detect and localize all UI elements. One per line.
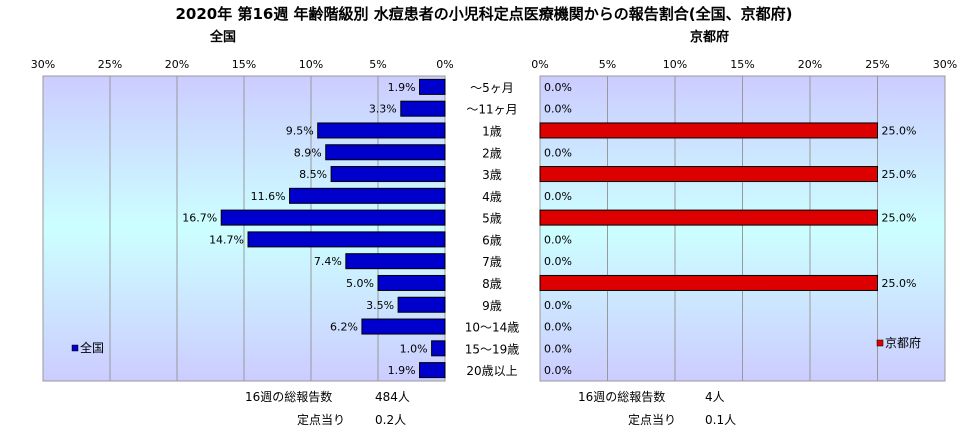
national-value-label: 1.9% <box>388 364 416 377</box>
kyoto-tick-label: 25% <box>865 58 889 71</box>
kyoto-tick-label: 30% <box>933 58 957 71</box>
national-bar <box>377 274 446 291</box>
category-label: 1歳 <box>482 124 502 138</box>
national-total-label: 16週の総報告数 <box>245 390 333 404</box>
kyoto-panel-title: 京都府 <box>690 30 730 45</box>
kyoto-bar <box>539 122 878 139</box>
national-value-label: 3.3% <box>369 103 397 116</box>
national-tick-label: 25% <box>98 58 122 71</box>
national-tick-label: 10% <box>299 58 323 71</box>
national-bar <box>325 144 446 161</box>
national-value-label: 8.5% <box>299 168 327 181</box>
category-label: 15～19歳 <box>465 342 520 356</box>
national-value-label: 1.0% <box>400 342 428 355</box>
national-bar <box>361 318 446 335</box>
national-per-value: 0.2人 <box>375 413 407 427</box>
kyoto-value-label: 25.0% <box>882 277 917 290</box>
national-value-label: 14.7% <box>209 233 244 246</box>
category-label: 3歳 <box>482 168 502 182</box>
national-bar <box>220 209 446 226</box>
kyoto-value-label: 25.0% <box>882 212 917 225</box>
national-bar <box>289 187 446 204</box>
kyoto-tick-label: 5% <box>599 58 616 71</box>
national-value-label: 16.7% <box>182 212 217 225</box>
national-value-label: 9.5% <box>286 124 314 137</box>
national-tick-label: 20% <box>165 58 189 71</box>
kyoto-value-label: 0.0% <box>544 103 572 116</box>
category-label: 8歳 <box>482 277 502 291</box>
kyoto-legend-swatch <box>876 339 884 347</box>
category-label: 20歳以上 <box>466 364 517 378</box>
category-label: 5歳 <box>482 212 502 226</box>
kyoto-value-label: 0.0% <box>544 364 572 377</box>
kyoto-value-label: 25.0% <box>882 124 917 137</box>
kyoto-bar <box>539 166 878 183</box>
national-per-label: 定点当り <box>297 413 346 427</box>
national-tick-label: 15% <box>232 58 256 71</box>
national-value-label: 5.0% <box>346 277 374 290</box>
national-legend-swatch <box>71 344 79 352</box>
kyoto-tick-label: 0% <box>531 58 548 71</box>
national-bar <box>345 253 446 270</box>
category-label: ～11ヶ月 <box>466 103 517 117</box>
national-value-label: 11.6% <box>251 190 286 203</box>
category-label: 7歳 <box>482 255 502 269</box>
category-label: 4歳 <box>482 190 502 204</box>
category-label: 6歳 <box>482 233 502 247</box>
national-bar <box>397 296 446 313</box>
national-bar <box>419 362 446 379</box>
kyoto-tick-label: 10% <box>663 58 687 71</box>
national-tick-label: 30% <box>31 58 55 71</box>
category-label: ～5ヶ月 <box>470 81 514 95</box>
national-legend-label: 全国 <box>80 340 104 355</box>
kyoto-value-label: 0.0% <box>544 190 572 203</box>
category-label: 10～14歳 <box>465 321 520 335</box>
national-bar <box>330 166 446 183</box>
category-label: 2歳 <box>482 146 502 160</box>
category-label: 9歳 <box>482 299 502 313</box>
kyoto-per-value: 0.1人 <box>705 413 737 427</box>
national-tick-label: 0% <box>436 58 453 71</box>
national-value-label: 3.5% <box>366 299 394 312</box>
national-legend: 全国 <box>71 340 104 355</box>
kyoto-bar <box>539 274 878 291</box>
kyoto-legend-label: 京都府 <box>885 335 921 350</box>
kyoto-value-label: 0.0% <box>544 233 572 246</box>
kyoto-total-label: 16週の総報告数 <box>578 390 666 404</box>
kyoto-tick-label: 20% <box>798 58 822 71</box>
national-value-label: 1.9% <box>388 81 416 94</box>
national-bar <box>419 78 446 95</box>
kyoto-value-label: 0.0% <box>544 255 572 268</box>
national-tick-label: 5% <box>369 58 386 71</box>
national-value-label: 8.9% <box>294 146 322 159</box>
national-total-value: 484人 <box>375 390 410 404</box>
kyoto-value-label: 0.0% <box>544 81 572 94</box>
kyoto-value-label: 0.0% <box>544 342 572 355</box>
kyoto-value-label: 25.0% <box>882 168 917 181</box>
national-value-label: 7.4% <box>314 255 342 268</box>
kyoto-value-label: 0.0% <box>544 146 572 159</box>
kyoto-legend: 京都府 <box>876 335 921 350</box>
kyoto-tick-label: 15% <box>730 58 754 71</box>
chart-title: 2020年 第16週 年齢階級別 水痘患者の小児科定点医療機関からの報告割合(全… <box>175 5 793 23</box>
kyoto-total-value: 4人 <box>705 390 725 404</box>
kyoto-value-label: 0.0% <box>544 299 572 312</box>
national-bar <box>317 122 446 139</box>
kyoto-value-label: 0.0% <box>544 321 572 334</box>
national-bar <box>431 340 446 357</box>
kyoto-bar <box>539 209 878 226</box>
national-value-label: 6.2% <box>330 321 358 334</box>
national-bar <box>400 100 446 117</box>
national-panel-title: 全国 <box>210 30 237 45</box>
kyoto-per-label: 定点当り <box>628 413 677 427</box>
national-bar <box>247 231 446 248</box>
